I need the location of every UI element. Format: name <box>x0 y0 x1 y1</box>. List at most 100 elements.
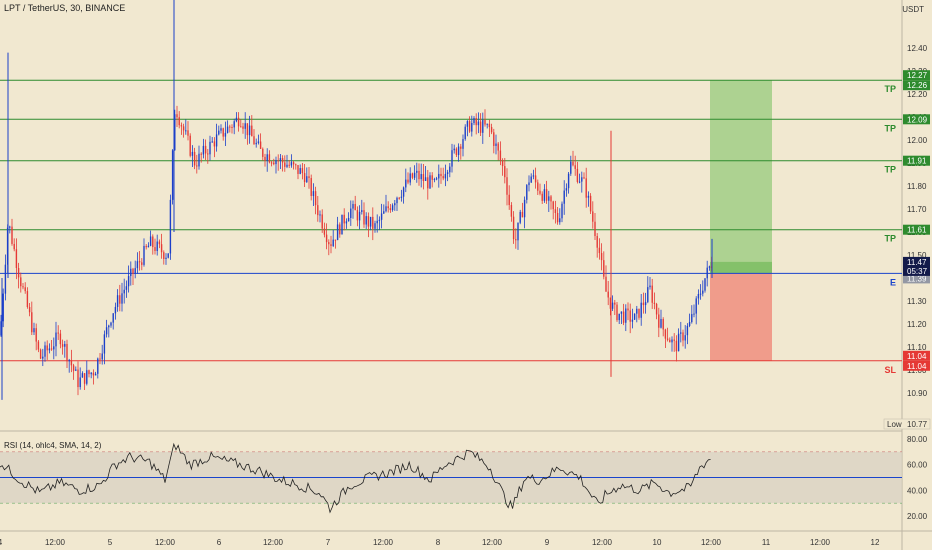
candle-body <box>651 285 653 303</box>
candle-body <box>471 123 473 132</box>
candle-body <box>508 194 510 206</box>
candle-body <box>664 329 667 339</box>
candle-body <box>682 332 684 341</box>
candle-body <box>653 302 656 304</box>
candle-body <box>295 164 297 166</box>
candle-body <box>253 136 255 145</box>
candle-body <box>160 244 163 253</box>
candle-body <box>286 164 288 167</box>
time-tick-label: 4 <box>0 538 3 547</box>
candle-body <box>9 226 11 228</box>
candle-body <box>578 181 581 183</box>
candle-body <box>235 117 238 122</box>
candle-body <box>394 203 396 206</box>
candle-body <box>244 123 246 129</box>
candle-body <box>468 121 471 132</box>
price-tag-text: 11.91 <box>907 157 927 166</box>
candle-body <box>622 311 625 323</box>
candle-body <box>64 343 66 347</box>
rsi-tick-label: 60.00 <box>907 461 928 470</box>
candle-body <box>215 134 218 147</box>
candle-body <box>259 141 262 149</box>
candle-body <box>647 287 649 303</box>
candle-body <box>534 175 537 183</box>
candle-body <box>207 153 209 155</box>
candle-body <box>671 339 673 343</box>
current-price-value: 11.47 <box>907 258 927 267</box>
candle-body <box>358 211 361 221</box>
candle-body <box>567 173 570 189</box>
candle-body <box>15 249 18 268</box>
candle-body <box>633 313 636 320</box>
price-tag <box>903 80 930 91</box>
candle-body <box>22 286 24 288</box>
rsi-pane: 80.00 60.00 40.00 20.00 <box>0 435 928 521</box>
candle-body <box>697 294 700 299</box>
candle-body <box>594 221 596 237</box>
level-lines: TP12.2712.26TP12.09TP11.91TP11.61E11.421… <box>0 70 930 375</box>
price-tick-label: 12.40 <box>907 44 928 53</box>
candle-body <box>284 162 286 167</box>
candle-body <box>121 293 123 304</box>
candle-body <box>675 340 678 352</box>
candle-body <box>658 314 660 328</box>
candle-body <box>182 126 185 131</box>
candle-body <box>420 174 422 180</box>
candle-body <box>31 312 33 333</box>
candle-body <box>319 214 321 216</box>
candle-body <box>510 205 513 217</box>
candle-body <box>495 143 497 146</box>
candle-body <box>435 178 438 180</box>
candle-body <box>565 188 568 191</box>
candle-body <box>418 170 420 180</box>
candle-body <box>277 160 279 162</box>
candle-body <box>189 135 191 156</box>
candle-body <box>385 206 387 212</box>
candle-body <box>211 141 213 143</box>
rsi-line <box>0 442 711 514</box>
candle-body <box>455 148 458 155</box>
candle-body <box>559 218 561 223</box>
candle-body <box>618 313 620 321</box>
candle-body <box>526 185 528 200</box>
candle-body <box>369 216 372 227</box>
candle-body <box>581 177 583 182</box>
candle-body <box>688 322 691 326</box>
price-tick-label: 11.50 <box>907 251 927 260</box>
candle-body <box>46 345 48 351</box>
candle-body <box>141 262 143 265</box>
candle-body <box>409 173 411 183</box>
candle-body <box>669 339 671 343</box>
candle-body <box>629 310 631 322</box>
candle-body <box>475 118 477 126</box>
candle-body <box>149 236 152 246</box>
candle-body <box>350 208 352 218</box>
candle-body <box>147 245 150 248</box>
candle-body <box>88 370 90 375</box>
candle-body <box>398 197 400 199</box>
candle-body <box>541 193 543 201</box>
rsi-tick-label: 80.00 <box>907 435 928 444</box>
price-tick-label: 11.70 <box>907 205 927 214</box>
candle-body <box>499 150 502 161</box>
time-tick-label: 7 <box>326 538 331 547</box>
candle-body <box>389 208 392 211</box>
candle-body <box>0 321 2 336</box>
candles <box>0 0 713 400</box>
candle-body <box>444 173 447 179</box>
candle-body <box>684 335 686 341</box>
candle-body <box>691 314 693 323</box>
candle-body <box>218 130 220 135</box>
candle-body <box>532 175 535 177</box>
candle-body <box>660 318 662 328</box>
candle-body <box>427 177 429 189</box>
price-tag <box>903 273 930 284</box>
candle-body <box>680 332 682 334</box>
candle-body <box>666 338 669 340</box>
candle-body <box>193 151 196 166</box>
candle-body <box>699 293 702 295</box>
candle-body <box>442 176 444 179</box>
candle-body <box>308 176 310 179</box>
candle-body <box>171 150 174 200</box>
